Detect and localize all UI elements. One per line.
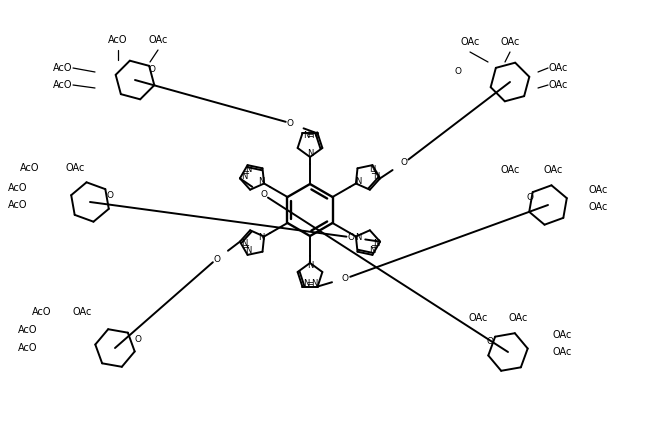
Text: N: N [311,131,317,140]
Text: O: O [148,65,156,75]
Text: OAc: OAc [548,80,568,90]
Text: O: O [287,119,294,128]
Text: O: O [135,335,141,344]
Text: N: N [369,165,375,174]
Text: =: = [307,131,313,140]
Text: OAc: OAc [548,63,568,73]
Text: O: O [342,274,349,283]
Text: N: N [373,172,379,181]
Text: O: O [107,192,114,201]
Text: OAc: OAc [553,347,572,357]
Text: OAc: OAc [543,165,562,175]
Text: OAc: OAc [589,185,608,195]
Text: OAc: OAc [500,37,520,47]
Text: AcO: AcO [9,200,27,210]
Text: OAc: OAc [553,330,572,340]
Text: N: N [355,178,362,187]
Text: N: N [369,246,375,255]
Text: O: O [213,255,220,264]
Text: O: O [348,233,355,242]
Text: O: O [487,338,494,346]
Text: OAc: OAc [500,165,520,175]
Text: AcO: AcO [18,325,38,335]
Text: OAc: OAc [73,307,92,317]
Text: AcO: AcO [9,183,27,193]
Text: N: N [258,178,265,187]
Text: O: O [526,193,534,203]
Text: AcO: AcO [53,63,73,73]
Text: N: N [373,239,379,248]
Text: =: = [307,279,313,288]
Text: AcO: AcO [18,343,38,353]
Text: =: = [371,243,377,251]
Text: N: N [307,262,313,271]
Text: AcO: AcO [109,35,128,45]
Text: =: = [243,243,249,251]
Text: AcO: AcO [32,307,52,317]
Text: N: N [303,279,309,288]
Text: N: N [258,234,265,243]
Text: N: N [355,234,362,243]
Text: OAc: OAc [460,37,479,47]
Text: =: = [371,168,377,178]
Text: N: N [241,239,247,248]
Text: N: N [241,172,247,181]
Text: N: N [311,279,317,288]
Text: AcO: AcO [20,163,40,173]
Text: O: O [260,190,267,199]
Text: OAc: OAc [468,313,488,323]
Text: OAc: OAc [589,202,608,212]
Text: OAc: OAc [148,35,167,45]
Text: OAc: OAc [65,163,84,173]
Text: N: N [245,165,251,174]
Text: O: O [455,67,462,76]
Text: OAc: OAc [508,313,528,323]
Text: O: O [401,158,407,167]
Text: =: = [243,168,249,178]
Text: N: N [307,150,313,159]
Text: N: N [245,246,251,255]
Text: N: N [303,131,309,140]
Text: AcO: AcO [53,80,73,90]
